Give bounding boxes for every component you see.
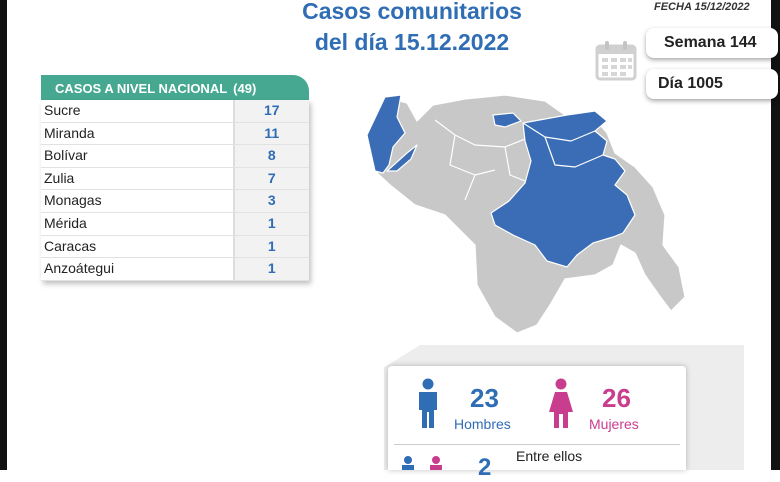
- day-badge: Día 1005: [646, 69, 778, 99]
- women-label: Mujeres: [589, 416, 639, 432]
- partial-count: 2: [478, 454, 492, 481]
- stats-divider: [394, 444, 680, 445]
- left-border: [0, 0, 7, 470]
- state-cases: 1: [232, 235, 309, 258]
- man-icon: [419, 378, 437, 428]
- calendar-icon: [595, 41, 637, 81]
- state-name: Anzoátegui: [41, 258, 233, 280]
- state-cases: 1: [232, 258, 309, 280]
- right-border: [771, 0, 780, 470]
- woman-icon: [430, 456, 442, 470]
- state-cases: 3: [232, 190, 309, 212]
- table-rows: Sucre 17 Miranda 11 Bolívar 8 Zulia 7 Monaga…: [41, 100, 309, 281]
- state-name: Miranda: [41, 122, 233, 145]
- man-icon: [402, 456, 414, 470]
- state-name: Sucre: [41, 100, 233, 122]
- state-cases: 1: [232, 212, 309, 235]
- state-name: Caracas: [41, 235, 233, 258]
- state-name: Bolívar: [41, 145, 233, 167]
- state-name: Monagas: [41, 190, 233, 212]
- woman-icon: [549, 378, 573, 428]
- map-state-east: [490, 110, 636, 268]
- state-name: Mérida: [41, 212, 233, 235]
- table-row: Mérida 1: [41, 212, 309, 236]
- date-label: FECHA 15/12/2022: [654, 1, 750, 13]
- stats-panel: 23 Hombres 26 Mujeres 2 Entre ellos: [388, 366, 686, 481]
- table-row: Miranda 11: [41, 122, 309, 146]
- page-title-line1: Casos comunitarios: [302, 0, 522, 24]
- table-row: Anzoátegui 1: [41, 258, 309, 281]
- map-state-zulia: [366, 94, 406, 174]
- state-cases: 11: [232, 122, 309, 145]
- table-total: (49): [233, 81, 257, 96]
- page-title-line2: del día 15.12.2022: [314, 29, 510, 55]
- table-row: Monagas 3: [41, 190, 309, 213]
- men-label: Hombres: [454, 416, 511, 432]
- map-state-miranda: [492, 112, 522, 128]
- table-row: Caracas 1: [41, 235, 309, 259]
- venezuela-map: [366, 94, 686, 333]
- table-header: CASOS A NIVEL NACIONAL (49): [41, 75, 309, 100]
- table-row: Bolívar 8: [41, 145, 309, 168]
- table-title: CASOS A NIVEL NACIONAL: [55, 81, 228, 96]
- week-badge: Semana 144: [646, 28, 778, 58]
- men-count: 23: [470, 383, 499, 413]
- cases-table: CASOS A NIVEL NACIONAL (49) Sucre 17 Miran…: [41, 75, 309, 281]
- state-cases: 17: [232, 100, 309, 122]
- state-cases: 7: [232, 167, 309, 190]
- table-row: Zulia 7: [41, 167, 309, 191]
- map-state-merida: [386, 144, 418, 172]
- state-name: Zulia: [41, 167, 233, 190]
- table-row: Sucre 17: [41, 100, 309, 123]
- women-count: 26: [602, 383, 631, 413]
- entre-ellos-label: Entre ellos: [516, 448, 583, 464]
- state-cases: 8: [232, 145, 309, 167]
